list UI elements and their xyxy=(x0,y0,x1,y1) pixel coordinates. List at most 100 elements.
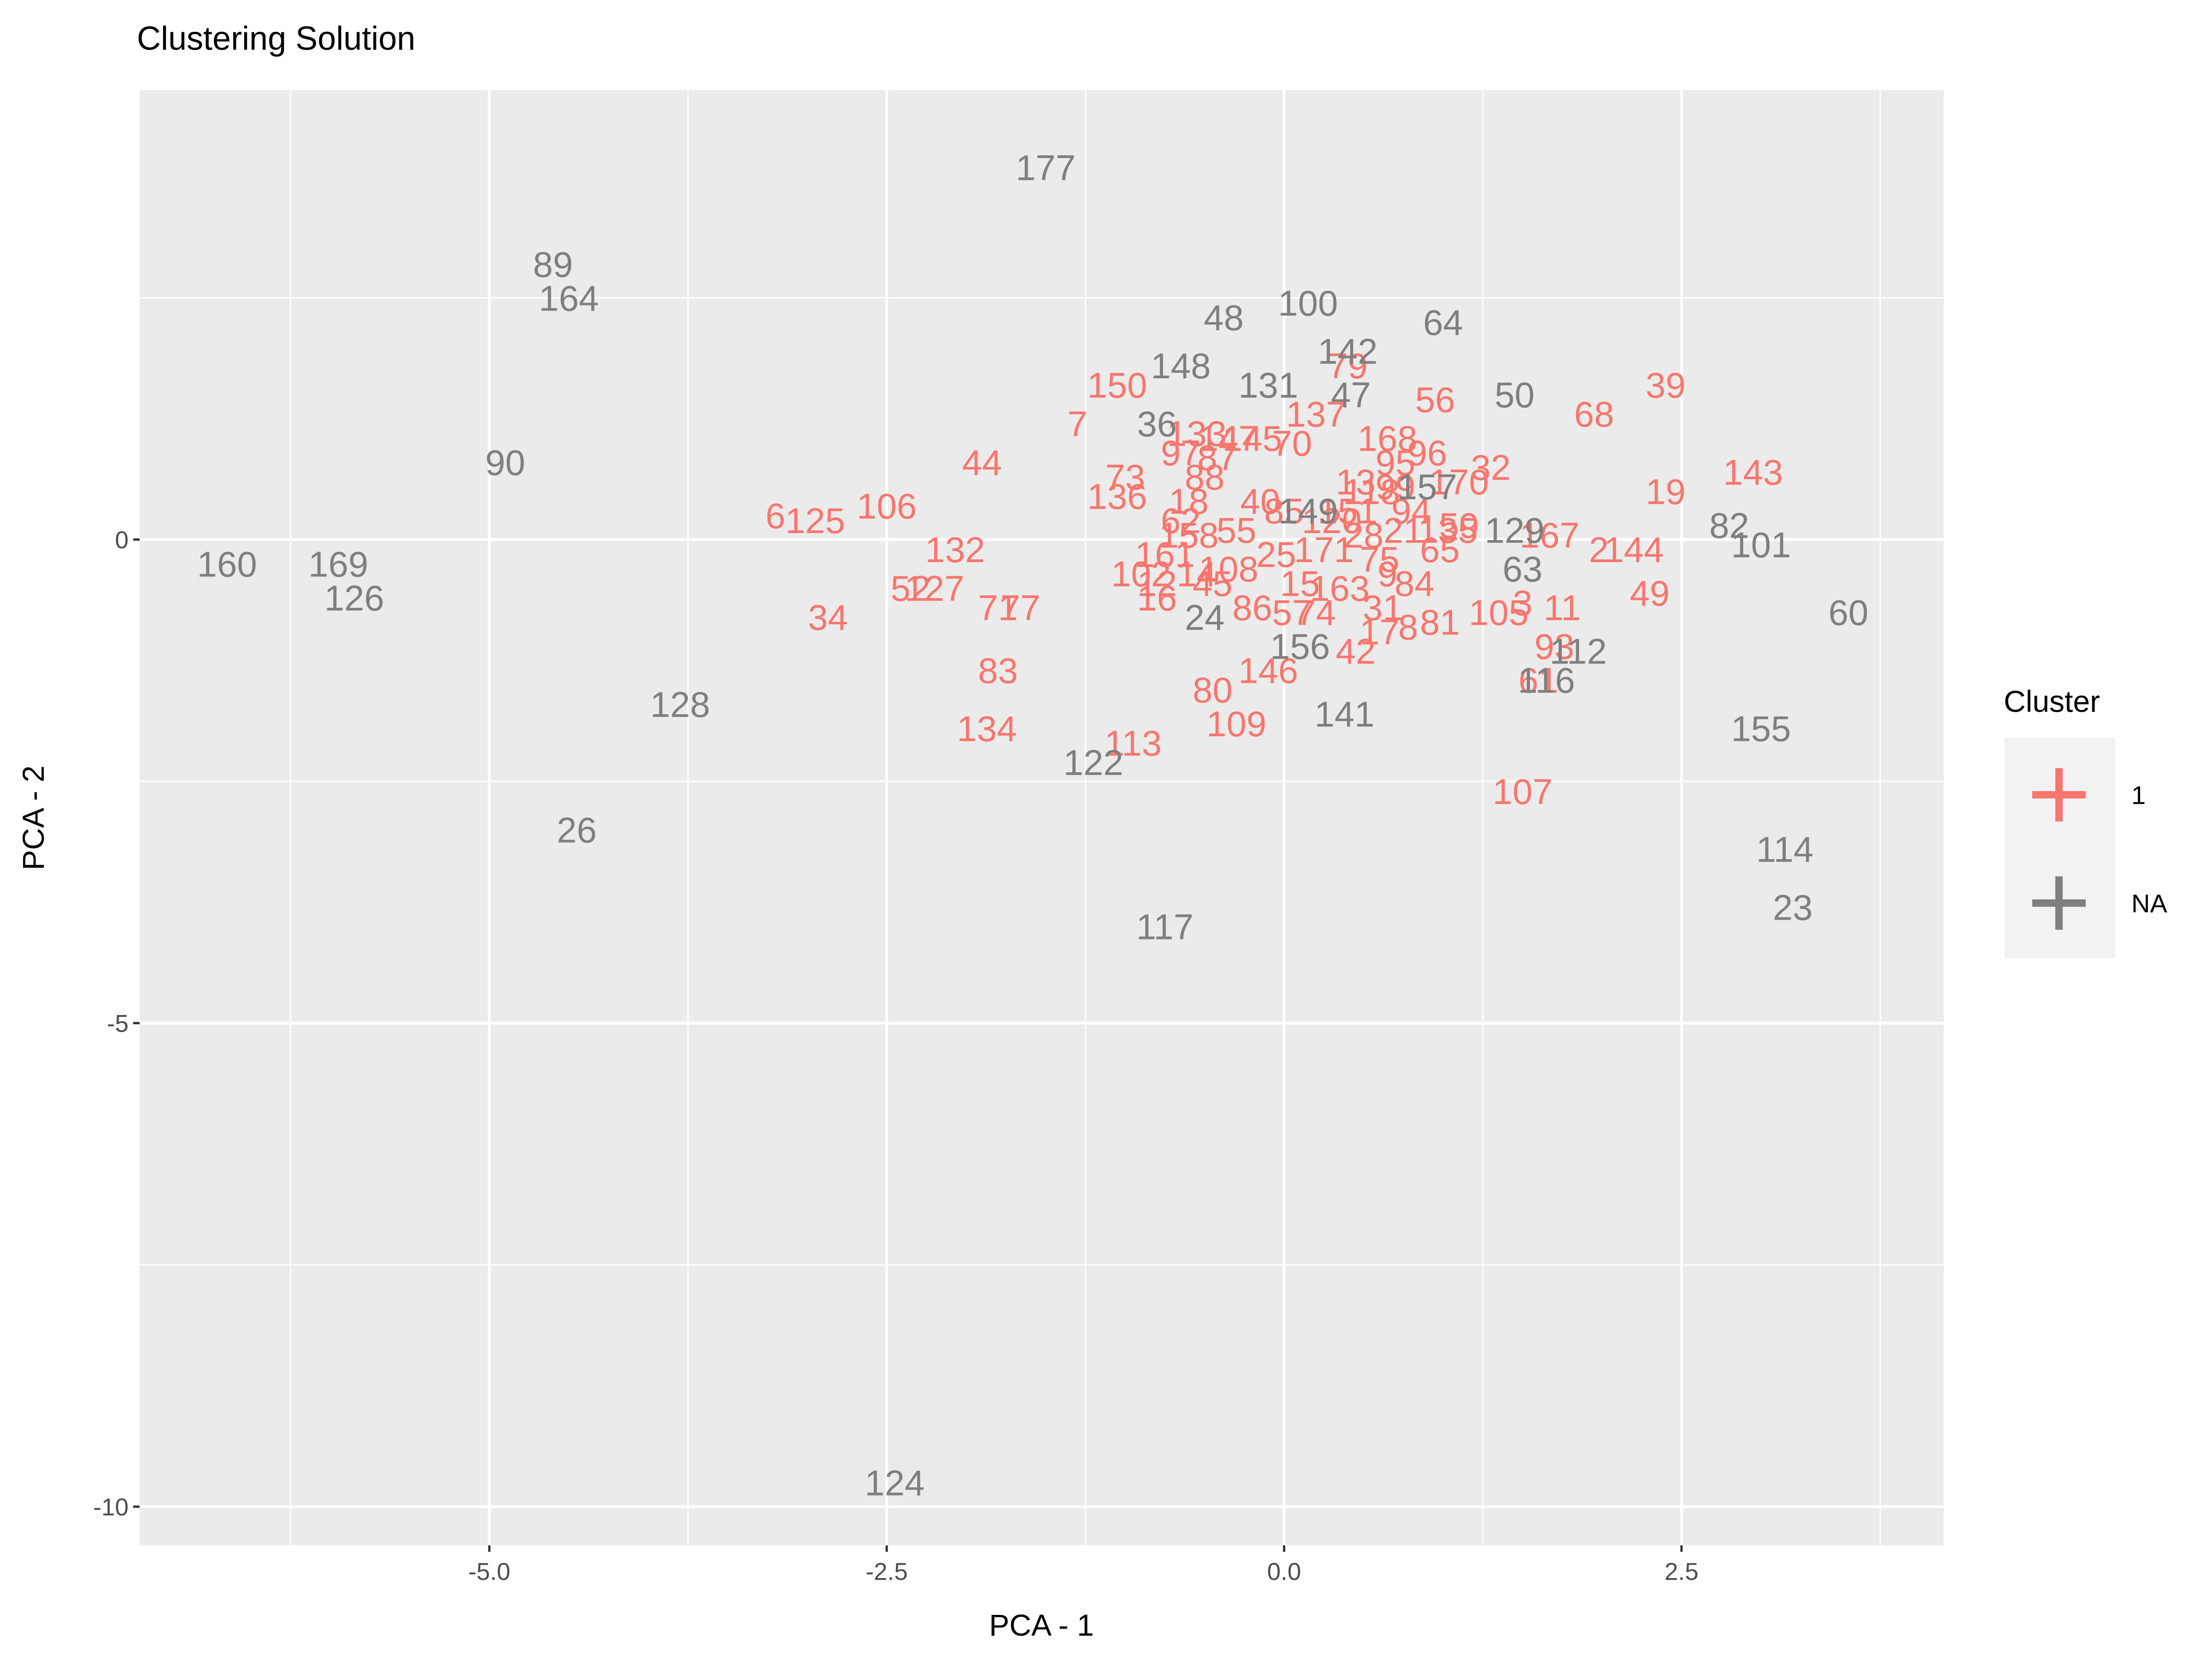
point-label-cluster-1: 127 xyxy=(905,568,965,609)
y-axis-label: PCA - 2 xyxy=(16,765,50,870)
point-label-cluster-1: 34 xyxy=(808,597,848,638)
point-label-cluster-1: 13 xyxy=(1335,462,1376,502)
point-label-cluster-1: 85 xyxy=(1264,491,1304,531)
point-label-cluster-1: 57 xyxy=(1272,592,1312,633)
point-label-cluster-1: 83 xyxy=(978,650,1018,691)
point-label-cluster-na: 148 xyxy=(1151,346,1211,386)
point-label-cluster-1: 55 xyxy=(1217,510,1257,551)
plot-panel xyxy=(140,90,1944,1545)
point-label-cluster-1: 96 xyxy=(1407,433,1447,473)
point-label-cluster-1: 146 xyxy=(1238,650,1298,691)
point-label-cluster-na: 24 xyxy=(1185,597,1225,638)
point-label-cluster-na: 149 xyxy=(1278,491,1338,531)
point-label-cluster-1: 39 xyxy=(1646,365,1686,405)
point-label-cluster-1: 120 xyxy=(1302,500,1362,541)
point-label-cluster-na: 116 xyxy=(1518,660,1575,700)
point-label-cluster-1: 62 xyxy=(1161,500,1201,541)
legend-entry-label: 1 xyxy=(2131,781,2146,810)
point-label-cluster-1: 73 xyxy=(1105,457,1145,498)
point-label-cluster-na: 50 xyxy=(1494,375,1535,415)
point-label-cluster-1: 2 xyxy=(1589,529,1609,570)
point-label-cluster-na: 142 xyxy=(1318,331,1377,372)
point-label-cluster-na: 100 xyxy=(1278,283,1338,323)
point-label-cluster-1: 94 xyxy=(1391,491,1431,531)
point-label-cluster-na: 164 xyxy=(539,278,599,318)
x-axis-label: PCA - 1 xyxy=(989,1608,1094,1642)
point-label-cluster-1: 45 xyxy=(1193,563,1233,604)
point-label-cluster-na: 126 xyxy=(324,578,384,618)
point-label-cluster-1: 77 xyxy=(1000,587,1041,628)
point-label-cluster-na: 124 xyxy=(865,1463,924,1503)
point-label-cluster-1: 86 xyxy=(1232,587,1272,628)
point-label-cluster-1: 61 xyxy=(1518,660,1559,700)
point-label-cluster-1: 79 xyxy=(1328,346,1368,386)
point-label-cluster-1: 97 xyxy=(1161,433,1201,473)
point-label-cluster-1: 9 xyxy=(1377,554,1397,594)
y-tick-label: -5 xyxy=(107,1010,129,1038)
point-label-cluster-na: 82 xyxy=(1709,505,1749,546)
point-label-cluster-na: 155 xyxy=(1731,708,1791,749)
point-label-cluster-na: 101 xyxy=(1731,525,1791,565)
point-label-cluster-1: 158 xyxy=(1159,515,1218,556)
point-label-cluster-1: 65 xyxy=(1420,529,1460,570)
point-label-cluster-na: 64 xyxy=(1423,302,1463,343)
point-label-cluster-na: 117 xyxy=(1136,907,1194,947)
point-label-cluster-1: 99 xyxy=(1376,467,1416,507)
point-label-cluster-1: 18 xyxy=(1169,481,1209,522)
point-label-cluster-na: 156 xyxy=(1270,626,1330,667)
point-label-cluster-1: 81 xyxy=(1420,602,1460,642)
point-label-cluster-1: 147 xyxy=(1199,418,1259,459)
point-label-cluster-1: 113 xyxy=(1105,723,1162,763)
axes: -5.0 -2.5 0.0 2.5 -10 -5 0 xyxy=(93,527,1698,1585)
point-label-cluster-na: 47 xyxy=(1331,375,1371,415)
point-label-cluster-1: 15 xyxy=(1280,563,1320,604)
point-label-cluster-na: 90 xyxy=(485,442,525,483)
point-label-cluster-1: 136 xyxy=(1087,476,1147,517)
point-label-cluster-1: 8 xyxy=(1398,607,1418,647)
point-label-cluster-1: 19 xyxy=(1646,471,1686,512)
point-label-cluster-1: 118 xyxy=(1343,471,1400,512)
y-tick-label: -10 xyxy=(93,1494,129,1521)
point-label-cluster-1: 108 xyxy=(1199,549,1259,589)
point-label-cluster-na: 122 xyxy=(1064,742,1124,783)
point-label-cluster-1: 49 xyxy=(1630,573,1670,613)
point-label-cluster-na: 89 xyxy=(533,244,573,285)
point-label-cluster-1: 32 xyxy=(1471,447,1511,488)
point-label-cluster-na: 131 xyxy=(1238,365,1298,405)
point-label-cluster-1: 12 xyxy=(1137,563,1177,604)
point-label-cluster-na: 36 xyxy=(1137,404,1177,444)
point-label-cluster-1: 3 xyxy=(1512,582,1532,623)
point-label-cluster-1: 14 xyxy=(1177,554,1217,594)
point-label-cluster-1: 133 xyxy=(1167,413,1227,454)
point-label-cluster-1: 102 xyxy=(1111,554,1171,594)
point-label-cluster-1: 107 xyxy=(1493,771,1553,812)
point-label-cluster-1: 135 xyxy=(1418,510,1478,551)
point-label-cluster-1: 134 xyxy=(957,708,1017,749)
point-label-cluster-na: 63 xyxy=(1503,549,1543,589)
point-label-cluster-1: 70 xyxy=(1272,423,1312,464)
point-label-cluster-na: 48 xyxy=(1204,297,1244,338)
point-label-cluster-na: 177 xyxy=(1016,147,1076,188)
point-label-cluster-1: 75 xyxy=(1359,539,1400,580)
point-label-cluster-1: 88 xyxy=(1185,457,1225,498)
point-label-cluster-1: 7 xyxy=(1067,404,1087,444)
point-label-cluster-1: 137 xyxy=(1286,394,1346,434)
point-label-cluster-1: 28 xyxy=(1344,515,1384,556)
y-tick-label: 0 xyxy=(115,527,129,554)
point-label-cluster-1: 16 xyxy=(1137,578,1177,618)
point-label-cluster-na: 141 xyxy=(1315,694,1375,734)
point-label-cluster-1: 68 xyxy=(1574,394,1614,434)
point-label-cluster-1: 87 xyxy=(1197,438,1237,478)
point-label-cluster-1: 17 xyxy=(1359,611,1400,652)
point-label-cluster-1: 144 xyxy=(1604,529,1664,570)
point-label-cluster-1: 56 xyxy=(1415,380,1455,420)
x-tick-label: 0.0 xyxy=(1267,1558,1301,1585)
point-label-cluster-1: 145 xyxy=(1222,418,1282,459)
point-label-cluster-1: 171 xyxy=(1294,529,1354,570)
point-label-cluster-1: 25 xyxy=(1256,534,1296,575)
point-label-cluster-1: 161 xyxy=(1135,534,1195,575)
legend: Cluster 1 NA xyxy=(2004,684,2167,958)
x-tick-label: 2.5 xyxy=(1665,1558,1699,1585)
